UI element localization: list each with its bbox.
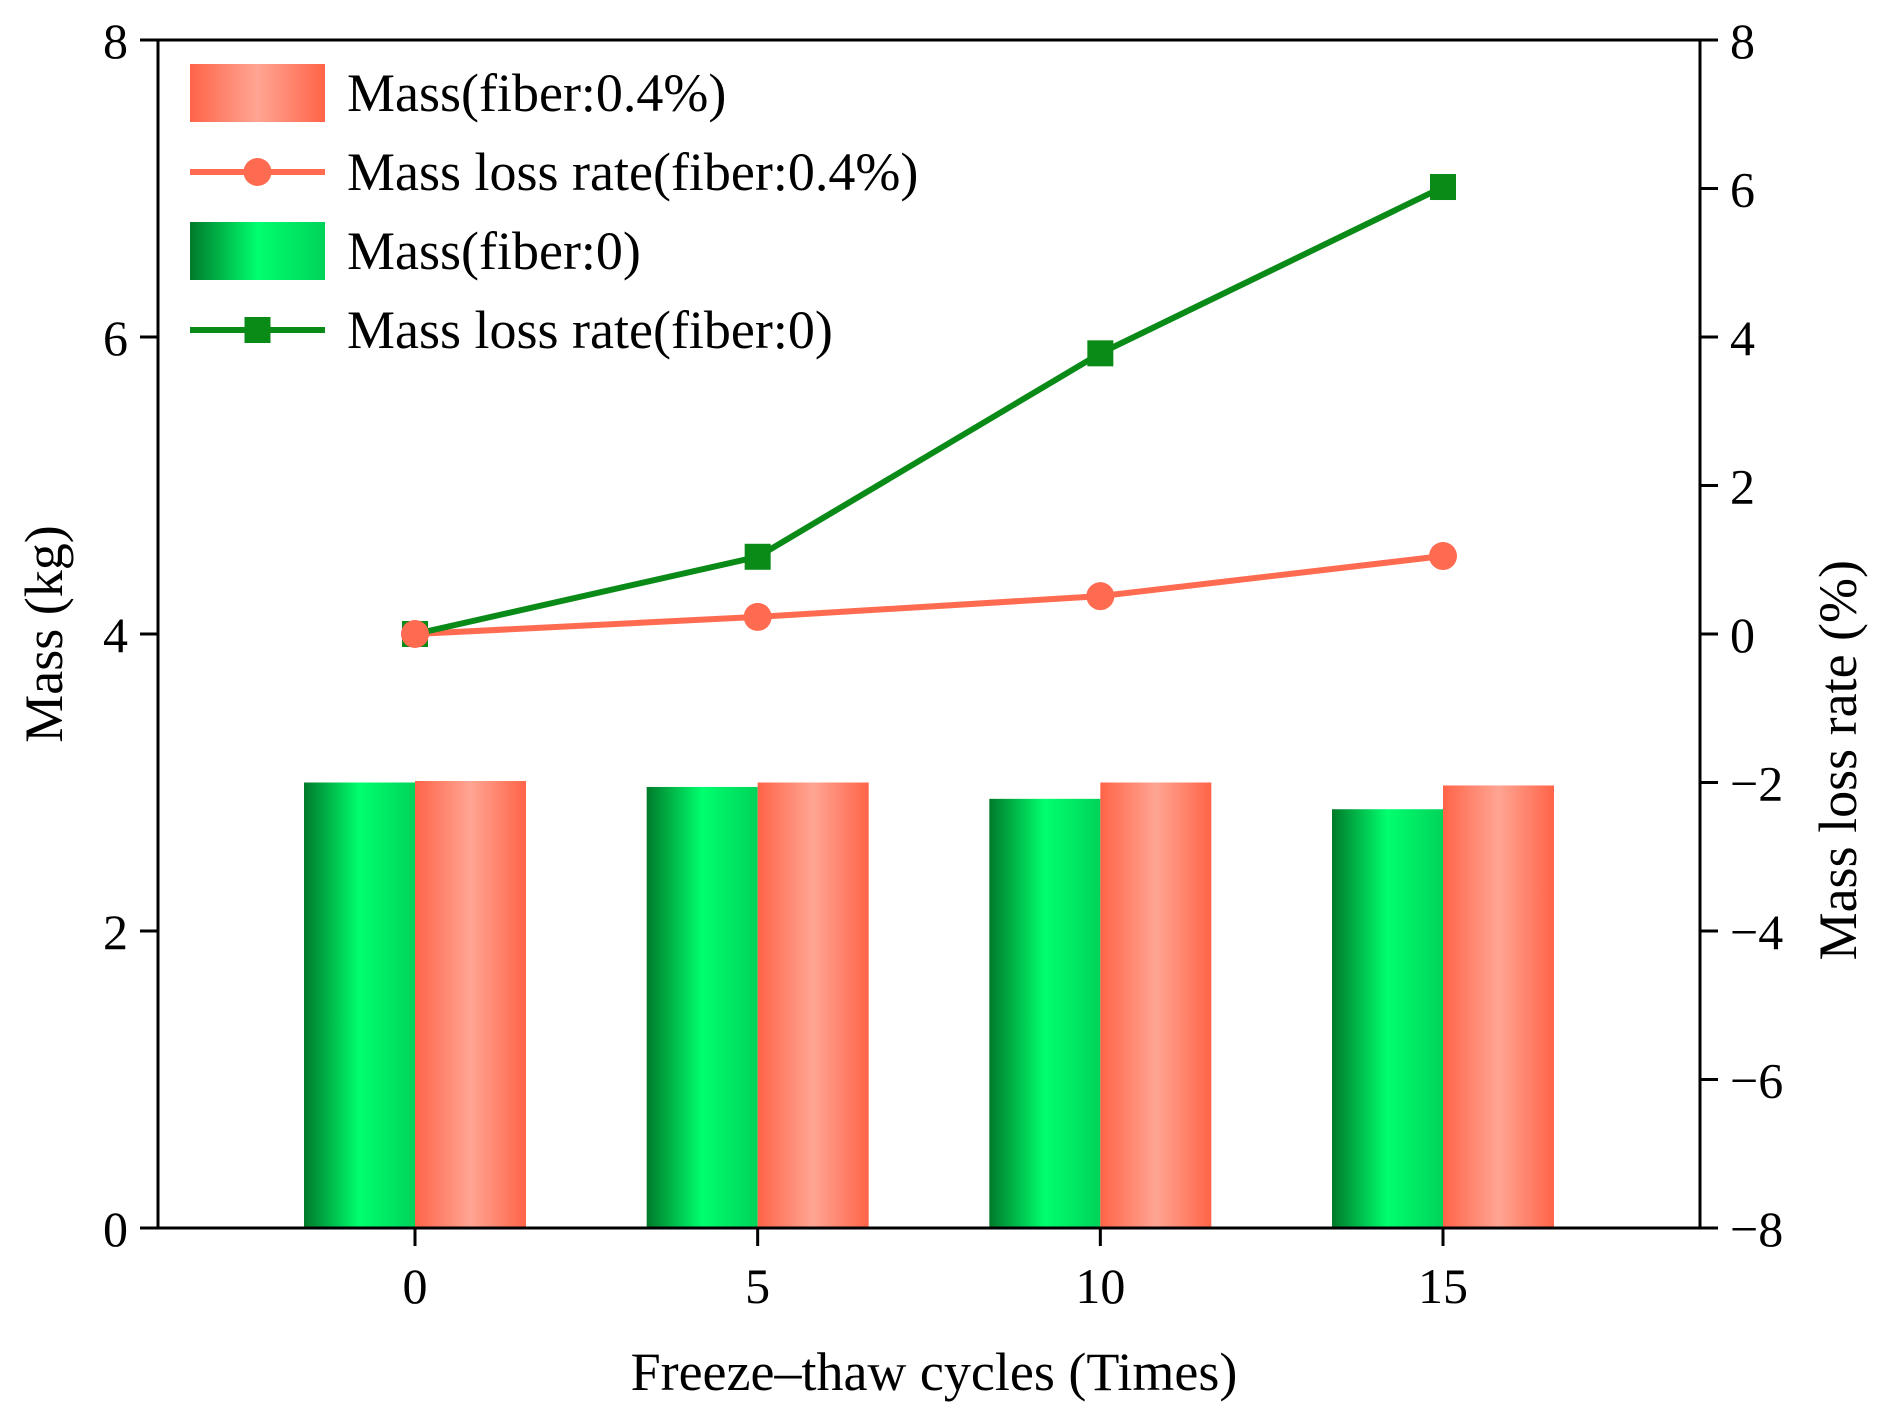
legend-marker-square <box>244 317 271 343</box>
right-tick-label: −2 <box>1730 756 1783 812</box>
legend-swatch-bar <box>190 222 325 280</box>
legend-label: Mass(fiber:0.4%) <box>347 63 726 123</box>
point-loss-rate-fiber0-10 <box>1087 340 1114 367</box>
point-loss-rate-fiber04-0 <box>401 620 429 648</box>
legend-label: Mass loss rate(fiber:0.4%) <box>347 142 918 202</box>
x-tick-label: 10 <box>1075 1258 1125 1314</box>
left-axis-title: Mass (kg) <box>14 525 74 742</box>
legend-marker-circle <box>243 158 272 186</box>
bar-fiber04-5 <box>757 782 869 1228</box>
right-tick-label: −4 <box>1730 904 1783 960</box>
point-loss-rate-fiber04-5 <box>743 602 772 631</box>
left-tick-label: 4 <box>103 607 128 663</box>
bar-fiber04-15 <box>1443 785 1554 1228</box>
right-axis-title: Mass loss rate (%) <box>1808 560 1868 960</box>
point-loss-rate-fiber0-15 <box>1430 174 1456 201</box>
right-tick-label: 8 <box>1730 13 1755 69</box>
legend-item: Mass(fiber:0) <box>190 221 641 281</box>
bar-fiber0-10 <box>989 798 1101 1228</box>
legend-swatch-bar <box>190 64 325 122</box>
line-loss-rate-fiber04 <box>414 553 1444 637</box>
line-loss-rate-fiber0 <box>414 184 1445 637</box>
legend-item: Mass loss rate(fiber:0.4%) <box>190 142 918 202</box>
right-tick-label: 4 <box>1730 310 1755 366</box>
bar-fiber04-10 <box>1100 782 1212 1228</box>
legend-label: Mass loss rate(fiber:0) <box>347 300 833 360</box>
legend-label: Mass(fiber:0) <box>347 221 641 281</box>
left-tick-label: 8 <box>103 13 128 69</box>
right-tick-label: −8 <box>1730 1201 1783 1257</box>
left-tick-label: 6 <box>103 310 128 366</box>
x-tick-label: 15 <box>1418 1258 1468 1314</box>
right-tick-label: 6 <box>1730 162 1755 218</box>
point-loss-rate-fiber04-10 <box>1086 582 1115 611</box>
right-tick-label: 2 <box>1730 459 1755 515</box>
left-tick-label: 2 <box>103 904 128 960</box>
x-axis-title: Freeze–thaw cycles (Times) <box>631 1342 1238 1402</box>
x-tick-label: 5 <box>745 1258 770 1314</box>
bar-fiber0-0 <box>304 782 415 1228</box>
legend-item: Mass loss rate(fiber:0) <box>190 300 833 360</box>
left-tick-label: 0 <box>103 1201 128 1257</box>
bar-fiber04-0 <box>415 781 526 1228</box>
x-tick-label: 0 <box>403 1258 428 1314</box>
legend-item: Mass(fiber:0.4%) <box>190 63 726 123</box>
bar-fiber0-15 <box>1332 809 1443 1228</box>
point-loss-rate-fiber0-5 <box>744 543 771 570</box>
right-tick-label: −6 <box>1730 1053 1783 1109</box>
bar-fiber0-5 <box>646 786 758 1228</box>
right-tick-label: 0 <box>1730 607 1755 663</box>
point-loss-rate-fiber04-15 <box>1429 542 1457 571</box>
